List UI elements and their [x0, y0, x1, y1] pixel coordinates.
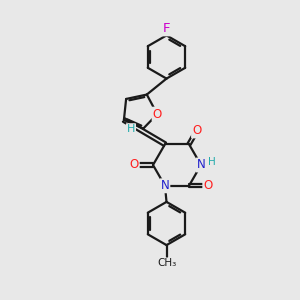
Text: O: O — [130, 158, 139, 172]
Text: N: N — [160, 179, 169, 192]
Text: H: H — [127, 124, 135, 134]
Text: H: H — [208, 157, 216, 167]
Text: N: N — [196, 158, 206, 172]
Text: O: O — [203, 179, 212, 192]
Text: O: O — [192, 124, 201, 137]
Text: CH₃: CH₃ — [157, 258, 176, 268]
Text: O: O — [153, 108, 162, 121]
Text: F: F — [163, 22, 170, 35]
